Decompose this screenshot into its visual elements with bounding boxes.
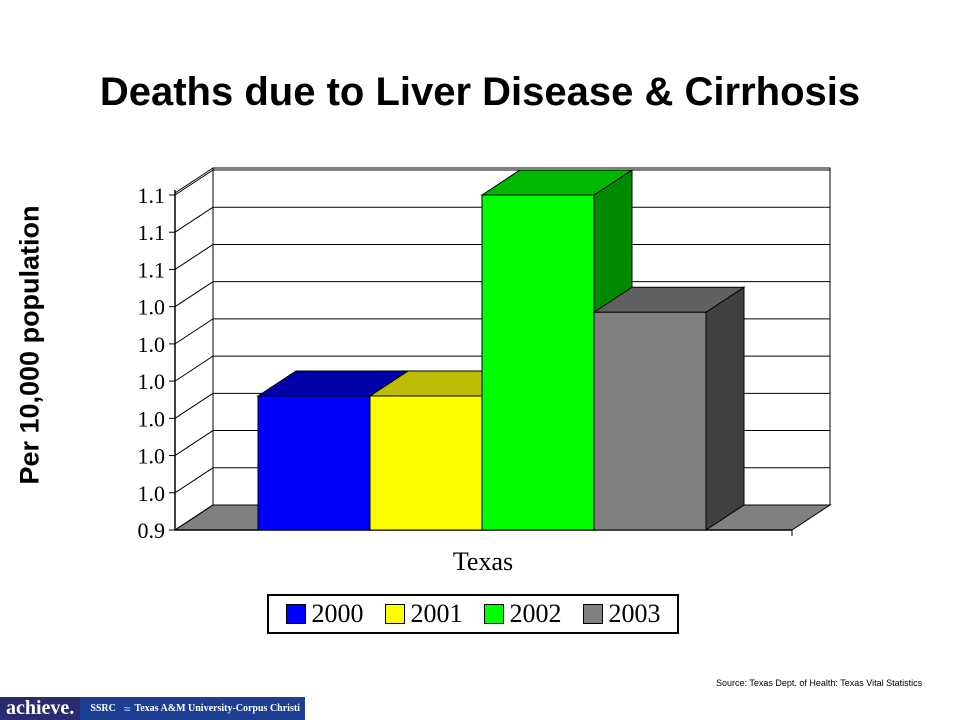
wave-icon: ≈ [123, 701, 131, 716]
bar-front [257, 395, 371, 531]
chart-title: Deaths due to Liver Disease & Cirrhosis [99, 70, 861, 114]
y-tick-label: 1.1 [138, 220, 166, 245]
y-tick-label: 1.0 [138, 332, 166, 357]
ssrc-logo: SSRC [90, 703, 116, 714]
legend-item-2003: 2003 [582, 599, 661, 629]
y-tick-label: 0.9 [138, 518, 166, 543]
y-tick-label: 1.0 [138, 369, 166, 394]
y-tick-label: 1.0 [138, 295, 166, 320]
legend-swatch [582, 604, 603, 624]
y-tick-label: 1.0 [138, 444, 166, 469]
legend-label: 2001 [410, 599, 463, 628]
bar-front [481, 194, 595, 531]
gridline-depth [174, 244, 214, 270]
legend-item-2001: 2001 [384, 599, 463, 629]
gridline-depth [174, 355, 214, 382]
left-wall [174, 167, 214, 531]
bar-front [369, 395, 483, 531]
legend-item-2000: 2000 [285, 599, 364, 629]
x-category-label: Texas [453, 547, 513, 576]
bar-side [705, 286, 745, 531]
legend-item-2002: 2002 [483, 599, 562, 629]
gridline-depth [174, 281, 214, 308]
source-note: Source: Texas Dept. of Health: Texas Vit… [716, 678, 923, 688]
legend-swatch [384, 604, 405, 624]
achieve-logo: achieve. [0, 697, 81, 720]
gridline-depth [174, 206, 214, 233]
y-tick-label: 1.0 [138, 406, 166, 431]
gridline-depth [174, 169, 214, 196]
legend-swatch [483, 604, 504, 624]
gridline-depth [174, 392, 214, 419]
y-tick-label: 1.0 [138, 481, 166, 506]
gridline-depth [174, 504, 214, 531]
y-tick-label: 1.1 [138, 183, 166, 208]
gridline-depth [174, 467, 214, 494]
footer-logo-bar: achieve. SSRC ≈ Texas A&M University-Cor… [0, 697, 305, 720]
legend-label: 2000 [311, 599, 364, 628]
legend-label: 2002 [509, 599, 562, 628]
legend-label: 2003 [608, 599, 661, 628]
y-tick-label: 1.1 [138, 257, 166, 282]
gridline-depth [174, 318, 214, 345]
legend-swatch [285, 604, 306, 624]
gridline-depth [174, 430, 214, 456]
bar-front [593, 311, 707, 531]
legend: 2000 2001 2002 2003 [267, 594, 679, 634]
bar-2003 [592, 286, 746, 531]
university-logo: Texas A&M University-Corpus Christi [134, 703, 300, 714]
